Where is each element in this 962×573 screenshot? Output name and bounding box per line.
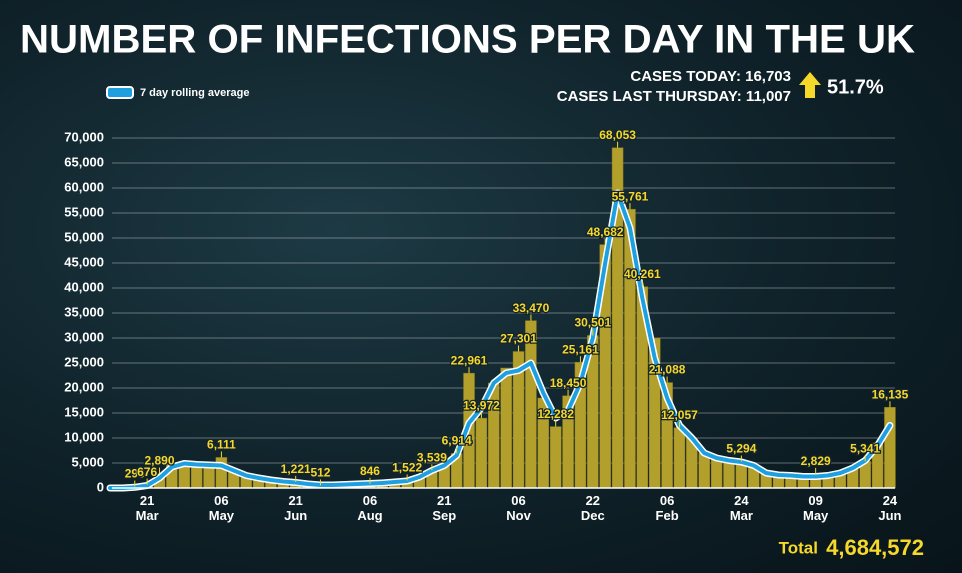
value-label: 48,682 [587, 225, 624, 239]
total-label: Total [779, 538, 818, 557]
bar [475, 417, 488, 489]
total-value: 4,684,572 [826, 535, 924, 560]
y-tick-label: 10,000 [64, 429, 104, 444]
bar [673, 427, 686, 489]
value-label: 6,111 [207, 438, 236, 452]
value-label: 846 [360, 464, 380, 478]
change-percent: 51.7% [827, 76, 884, 98]
x-tick-label: 06 Aug [357, 493, 383, 523]
value-label: 21,088 [649, 363, 686, 377]
x-tick-label: 09 May [803, 493, 829, 523]
chart-title: NUMBER OF INFECTIONS PER DAY IN THE UK [20, 18, 915, 62]
value-label: 18,450 [550, 376, 587, 390]
bar [884, 407, 896, 489]
y-tick-label: 40,000 [64, 279, 104, 294]
x-tick-label: 21 Jun [284, 493, 308, 523]
line [108, 191, 892, 490]
bar [710, 457, 723, 489]
bar [723, 460, 735, 489]
value-label: 30,501 [574, 316, 611, 330]
value-label: 33,470 [513, 301, 550, 315]
y-tick-label: 15,000 [64, 404, 104, 419]
y-tick-label: 60,000 [64, 179, 104, 194]
value-label: 5,294 [726, 442, 756, 456]
y-tick-label: 20,000 [64, 379, 104, 394]
bar [190, 464, 203, 489]
x-tick-label: 06 Nov [506, 493, 531, 523]
x-tick-label: 06 Feb [655, 493, 679, 523]
y-tick-label: 25,000 [64, 354, 104, 369]
x-tick-label: 21 Mar [135, 493, 159, 523]
value-label: 40,261 [624, 267, 661, 281]
up-arrow [799, 72, 821, 98]
y-tick-label: 45,000 [64, 254, 104, 269]
value-label: 16,135 [872, 387, 909, 401]
y-tick-label: 70,000 [64, 129, 104, 144]
value-label: 296 [125, 467, 145, 481]
x-tick-label: 24 Jun [878, 493, 902, 523]
cases-last-thursday: CASES LAST THURSDAY: 11,007 [557, 88, 791, 105]
value-label: 676 [137, 465, 157, 479]
bar [549, 426, 562, 489]
value-label: 27,301 [500, 332, 537, 346]
value-label: 13,972 [463, 398, 500, 412]
value-label: 512 [310, 466, 330, 480]
value-label: 2,890 [145, 454, 175, 468]
value-label: 12,282 [537, 407, 574, 421]
y-tick-label: 55,000 [64, 204, 104, 219]
value-label: 5,341 [850, 441, 880, 455]
x-tick-label: 24 Mar [729, 493, 753, 523]
bar [203, 465, 215, 489]
cases-today: CASES TODAY: 16,703 [630, 68, 791, 85]
value-label: 1,522 [392, 461, 422, 475]
y-tick-label: 30,000 [64, 329, 104, 344]
value-label: 12,057 [661, 408, 698, 422]
x-tick-label: 21 Sep [432, 493, 457, 523]
y-tick-label: 35,000 [64, 304, 104, 319]
value-label: 25,161 [562, 342, 599, 356]
y-tick-label: 65,000 [64, 154, 104, 169]
value-label: 68,053 [599, 128, 636, 142]
value-label: 1,221 [281, 462, 311, 476]
y-tick-label: 50,000 [64, 229, 104, 244]
value-label: 3,539 [417, 450, 447, 464]
legend-swatch [106, 86, 134, 99]
value-label: 55,761 [612, 189, 649, 203]
legend-label: 7 day rolling average [140, 87, 249, 99]
value-label: 6,914 [442, 434, 472, 448]
y-tick-label: 0 [97, 479, 104, 494]
x-tick-label: 06 May [208, 493, 235, 523]
x-tick-label: 22 Dec [580, 493, 605, 523]
y-tick-label: 5,000 [71, 454, 104, 469]
value-label: 22,961 [451, 353, 488, 367]
bar [525, 320, 537, 489]
bar [500, 367, 512, 489]
value-label: 2,829 [801, 454, 831, 468]
